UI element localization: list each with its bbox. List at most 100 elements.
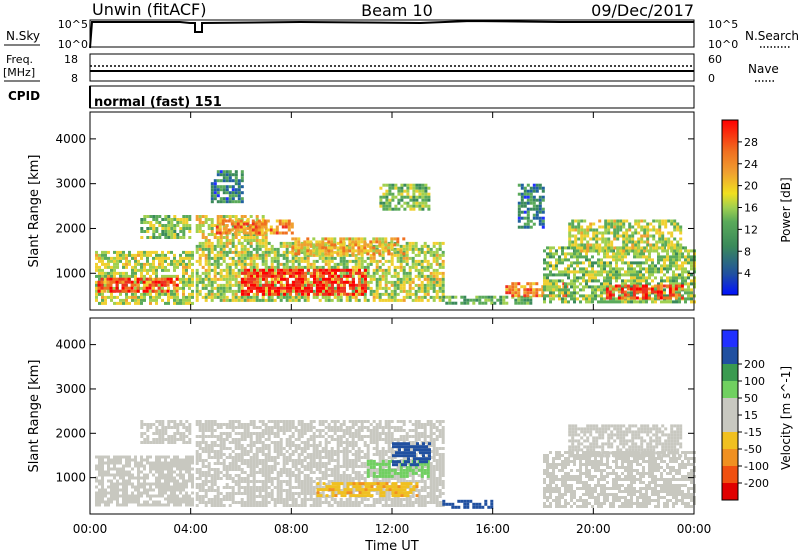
data-cell — [403, 189, 407, 193]
data-cell — [611, 287, 615, 291]
data-cell — [345, 298, 349, 302]
data-cell — [195, 504, 199, 507]
data-cell — [146, 221, 150, 224]
data-cell — [552, 273, 555, 277]
data-cell — [423, 265, 427, 269]
data-cell — [390, 246, 394, 250]
data-cell — [234, 182, 238, 186]
data-cell — [666, 255, 669, 259]
data-cell — [585, 252, 588, 256]
data-cell — [116, 301, 119, 305]
data-cell — [107, 470, 110, 474]
data-cell — [358, 271, 361, 275]
data-cell — [136, 286, 140, 290]
data-cell — [408, 271, 412, 275]
data-cell — [334, 271, 337, 275]
data-cell — [101, 274, 104, 278]
data-cell — [176, 233, 180, 236]
data-cell — [173, 503, 176, 507]
data-cell — [234, 426, 238, 429]
data-cell — [441, 265, 445, 269]
data-cell — [619, 246, 623, 250]
data-cell — [122, 494, 125, 498]
data-cell — [115, 283, 119, 287]
data-cell — [345, 246, 349, 250]
data-cell — [382, 192, 386, 196]
data-cell — [176, 503, 179, 507]
data-cell — [561, 288, 564, 292]
data-cell — [216, 504, 220, 507]
data-cell — [646, 222, 650, 226]
data-cell — [201, 230, 205, 233]
data-cell — [143, 262, 146, 266]
data-cell — [388, 198, 392, 202]
data-cell — [580, 237, 584, 241]
data-cell — [204, 477, 208, 480]
data-cell — [576, 246, 579, 250]
data-cell — [240, 185, 244, 189]
data-cell — [388, 204, 392, 208]
data-cell — [155, 221, 159, 224]
data-cell — [261, 256, 265, 260]
data-cell — [207, 468, 211, 471]
data-cell — [397, 192, 401, 196]
data-cell — [411, 292, 415, 296]
data-cell — [294, 274, 298, 278]
data-cell — [98, 268, 101, 272]
data-cell — [420, 274, 424, 278]
data-cell — [336, 241, 340, 245]
data-cell — [387, 271, 391, 275]
data-cell — [173, 494, 176, 498]
data-cell — [655, 243, 659, 247]
data-cell — [438, 283, 442, 287]
data-cell — [441, 274, 445, 278]
data-cell — [535, 204, 539, 208]
data-cell — [402, 265, 406, 269]
data-cell — [128, 301, 131, 305]
data-cell — [618, 276, 621, 280]
data-cell — [583, 249, 587, 253]
data-cell — [660, 282, 663, 286]
data-cell — [113, 250, 116, 254]
data-cell — [216, 185, 220, 189]
data-cell — [594, 276, 597, 280]
data-cell — [204, 447, 208, 450]
data-cell — [583, 243, 587, 247]
data-cell — [541, 189, 545, 193]
data-cell — [146, 438, 150, 441]
data-cell — [207, 227, 211, 230]
data-cell — [122, 482, 125, 486]
data-cell — [352, 283, 355, 287]
data-cell — [104, 298, 107, 302]
data-cell — [273, 256, 277, 260]
data-cell — [381, 250, 385, 254]
data-cell — [104, 256, 107, 260]
data-cell — [601, 234, 605, 238]
data-cell — [269, 228, 273, 232]
data-cell — [579, 282, 582, 286]
data-cell — [432, 256, 436, 260]
data-cell — [297, 265, 301, 269]
data-cell — [399, 253, 403, 257]
data-cell — [529, 291, 533, 295]
data-cell — [625, 228, 629, 232]
data-cell — [589, 228, 593, 232]
data-cell — [432, 280, 436, 284]
data-cell — [523, 216, 527, 220]
data-cell — [176, 488, 179, 492]
data-cell — [201, 233, 205, 236]
data-cell — [318, 246, 322, 250]
data-cell — [631, 234, 635, 238]
data-cell — [284, 219, 288, 223]
data-cell — [161, 438, 165, 441]
data-cell — [601, 231, 605, 235]
data-cell — [546, 273, 549, 277]
data-cell — [231, 486, 235, 489]
data-cell — [632, 284, 636, 288]
data-cell — [603, 288, 606, 292]
data-cell — [352, 286, 355, 290]
data-cell — [657, 252, 660, 256]
data-cell — [195, 259, 199, 263]
data-cell — [393, 295, 397, 299]
data-cell — [167, 227, 171, 230]
